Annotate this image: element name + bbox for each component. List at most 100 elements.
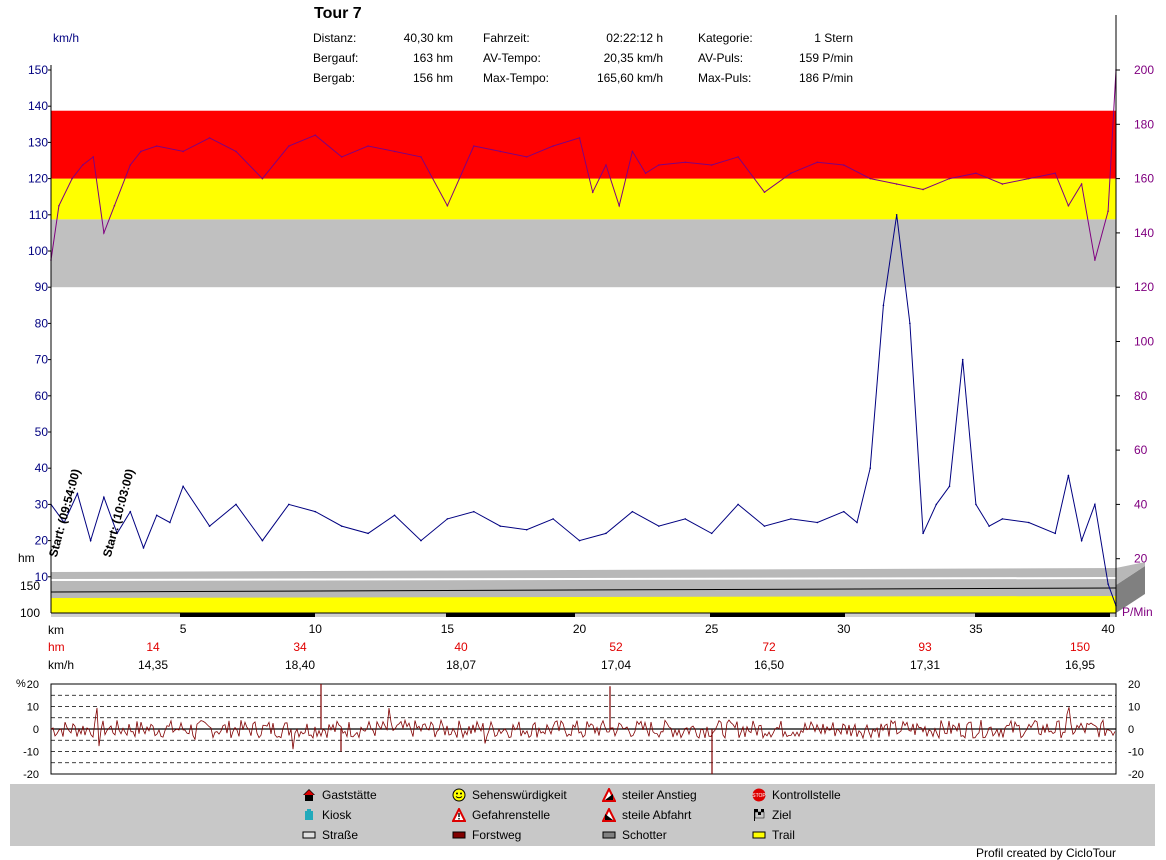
data-point — [895, 214, 898, 216]
data-point — [975, 503, 977, 506]
surface-bar — [51, 613, 1116, 617]
gradient-tick-left: -20 — [23, 769, 39, 781]
pulse-tick-label: 40 — [1134, 497, 1148, 511]
km-tick-label: 35 — [969, 622, 983, 636]
finish-flag-icon — [752, 808, 768, 822]
data-point — [81, 164, 84, 166]
altitude-axis-unit: hm — [18, 551, 35, 565]
data-point — [1107, 583, 1109, 585]
data-point — [116, 532, 118, 535]
speed-tick-label: 90 — [35, 280, 49, 294]
data-point — [1067, 474, 1070, 477]
data-point — [644, 172, 647, 174]
speed-tick-label: 50 — [35, 425, 49, 439]
data-point — [909, 322, 911, 325]
speed-tick-label: 30 — [35, 497, 49, 511]
data-point — [288, 145, 290, 147]
stat-label: AV-Puls: — [698, 51, 744, 65]
legend-label: Forstweg — [472, 828, 522, 842]
gradient-tick-right: 20 — [1128, 679, 1140, 691]
km-tick-label: 15 — [441, 622, 455, 636]
altitude-line — [50, 587, 1117, 593]
row-kmh-label: km/h — [48, 658, 75, 672]
data-point — [446, 204, 449, 207]
row-kmh-value: 18,07 — [446, 658, 476, 672]
legend-item: steiler Anstieg — [602, 788, 697, 802]
data-point — [975, 172, 977, 174]
gradient-tick-left: 0 — [33, 724, 39, 736]
data-point — [182, 485, 184, 488]
km-tick-label: 40 — [1101, 622, 1115, 636]
data-point — [76, 492, 79, 495]
legend-label: Ziel — [772, 808, 792, 822]
stat-value: 40,30 km — [403, 31, 453, 45]
speed-tick-label: 100 — [28, 244, 48, 258]
data-point — [367, 532, 369, 535]
km-axis-unit: km — [48, 623, 64, 637]
data-point — [710, 532, 713, 535]
row-kmh-value: 18,40 — [285, 658, 315, 672]
legend-label: Trail — [772, 828, 795, 842]
legend-item: Ziel — [754, 808, 792, 822]
stat-value: 20,35 km/h — [603, 51, 663, 65]
legend-item: Schotter — [602, 828, 667, 842]
data-point — [578, 137, 581, 139]
data-point — [367, 145, 369, 147]
data-point — [182, 150, 184, 153]
data-point — [314, 510, 317, 513]
pulse-tick-label: 140 — [1134, 226, 1154, 240]
data-point — [155, 514, 158, 517]
data-point — [63, 521, 66, 524]
data-point — [261, 539, 264, 542]
data-point — [552, 518, 554, 520]
smiley-icon — [452, 788, 468, 802]
data-point — [843, 510, 845, 513]
legend-item: STOP Kontrollstelle — [752, 788, 840, 802]
data-point — [684, 161, 687, 164]
pulse-zone — [51, 110, 1116, 179]
speed-tick-label: 130 — [28, 135, 48, 149]
speed-tick-label: 40 — [35, 461, 49, 475]
data-point — [869, 177, 872, 180]
pulse-tick-label: 60 — [1134, 443, 1148, 457]
data-point — [261, 177, 264, 180]
data-point — [843, 164, 845, 166]
data-point — [113, 204, 116, 207]
speed-tick-label: 80 — [35, 316, 49, 330]
pulse-axis-unit: P/Min — [1122, 605, 1153, 619]
data-point — [420, 156, 422, 158]
km-tick-label: 5 — [180, 622, 187, 636]
speed-tick-label: 150 — [28, 63, 48, 77]
data-point — [473, 145, 475, 147]
depth-top — [1116, 562, 1145, 585]
stat-label: Fahrzeit: — [483, 31, 530, 45]
legend-label: Schotter — [622, 828, 667, 842]
altitude-profile — [50, 562, 1145, 613]
row-kmh-value: 17,31 — [910, 658, 940, 672]
gradient-unit: % — [16, 678, 26, 690]
data-point — [71, 177, 73, 180]
legend-item: Kiosk — [305, 808, 351, 822]
svg-text:STOP: STOP — [752, 793, 766, 799]
data-point — [1107, 210, 1109, 212]
data-point — [922, 188, 924, 191]
forest-road-icon — [452, 828, 468, 842]
data-point — [155, 145, 158, 147]
legend-item: Gaststätte — [303, 788, 377, 802]
row-hm-value: 72 — [762, 640, 776, 654]
series-line — [50, 69, 1117, 261]
row-hm-value: 52 — [609, 640, 623, 654]
steep-descent-icon — [602, 808, 618, 822]
data-point — [1001, 183, 1004, 185]
legend-label: steile Abfahrt — [622, 808, 692, 822]
pulse-tick-label: 200 — [1134, 63, 1154, 77]
gradient-trace — [50, 707, 1116, 750]
data-point — [499, 150, 502, 153]
steep-climb-icon — [602, 788, 618, 802]
data-point — [89, 539, 92, 542]
data-point — [684, 518, 687, 520]
data-point — [988, 525, 990, 527]
data-point — [499, 525, 502, 527]
gravel-icon — [602, 828, 618, 842]
legend-item: Gefahrenstelle — [452, 808, 550, 822]
